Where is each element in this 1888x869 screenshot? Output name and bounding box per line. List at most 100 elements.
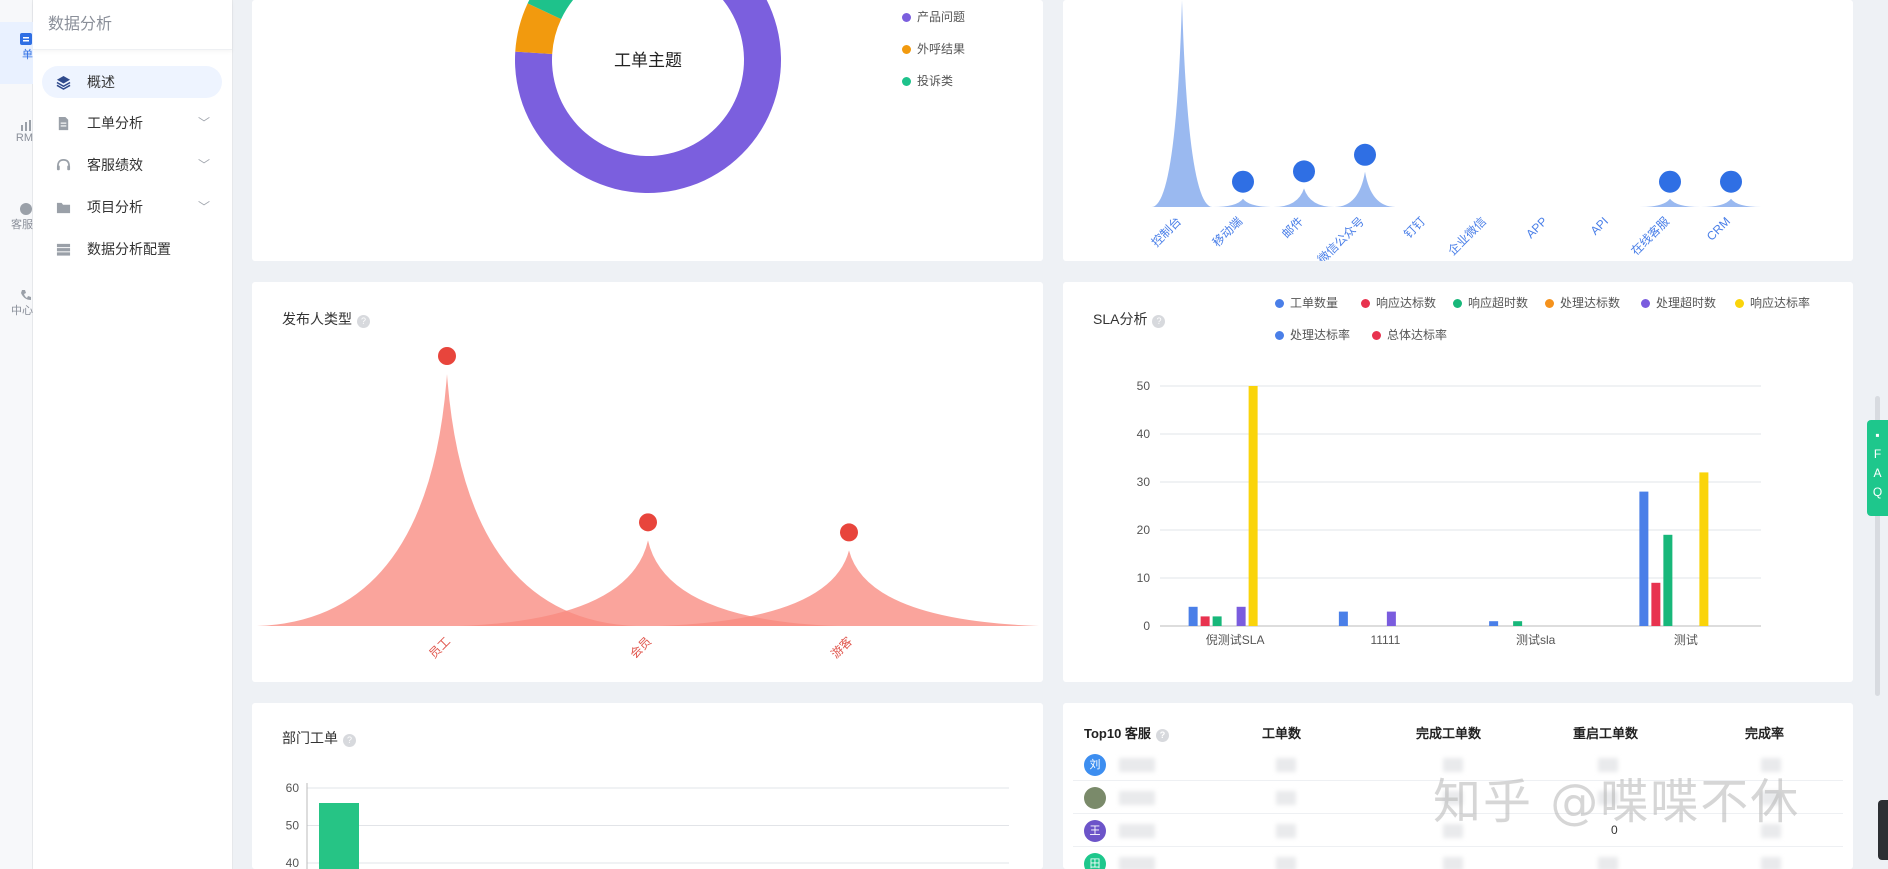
card-title-text: 发布人类型 <box>282 311 352 327</box>
faq-button[interactable]: ▪ F A Q <box>1867 420 1888 516</box>
legend-item[interactable]: 总体达标率 <box>1372 326 1447 343</box>
blurred-value <box>1761 791 1781 805</box>
channel-marker[interactable] <box>1354 143 1376 166</box>
y-tick-label: 40 <box>1137 427 1151 441</box>
rail-item-chat[interactable]: 客服 <box>0 202 33 252</box>
sla-bar[interactable] <box>1200 616 1210 626</box>
help-icon[interactable]: ? <box>1152 315 1166 328</box>
sla-bar[interactable] <box>1663 534 1673 626</box>
column-header-agent: Top10 客服? <box>1084 723 1169 742</box>
blurred-value <box>1443 758 1463 772</box>
x-tick-label: 测试 <box>1674 632 1698 647</box>
legend-item[interactable]: 产品问题 <box>902 8 965 25</box>
table-row[interactable]: 刘 <box>1073 748 1843 781</box>
sidebar-item-overview[interactable]: 概述 <box>42 66 222 98</box>
sidebar-item-ticket-analysis[interactable]: 工单分析 ﹀ <box>42 107 222 139</box>
sla-bar[interactable] <box>1212 616 1222 626</box>
ticket-icon <box>20 33 32 45</box>
topic-donut-chart: 工单主题 <box>515 0 781 193</box>
sla-bar[interactable] <box>1699 472 1709 626</box>
legend-item[interactable]: 处理达标数 <box>1545 294 1620 311</box>
legend-label: 响应达标数 <box>1376 296 1437 310</box>
side-widget[interactable] <box>1878 800 1888 860</box>
sla-bar[interactable] <box>1513 621 1523 626</box>
blurred-name <box>1119 791 1155 805</box>
column-header-completed[interactable]: 完成工单数 <box>1416 726 1482 741</box>
legend-item[interactable]: 投诉类 <box>902 72 953 89</box>
legend-item[interactable]: 处理达标率 <box>1275 326 1350 343</box>
column-header-completion-rate[interactable]: 完成率 <box>1745 726 1785 741</box>
help-icon[interactable]: ? <box>343 734 356 747</box>
channel-axis-label: 微信公众号 <box>1315 214 1367 261</box>
legend-item[interactable]: 响应达标数 <box>1361 294 1436 311</box>
channel-axis-label: 在线客服 <box>1628 214 1673 259</box>
publisher-marker-icon[interactable] <box>438 347 456 365</box>
sidebar-item-label: 概述 <box>87 74 115 90</box>
help-icon[interactable]: ? <box>357 315 370 328</box>
publisher-peak-1[interactable] <box>458 540 838 626</box>
sla-bar[interactable] <box>1248 386 1258 626</box>
sidebar: 数据分析 概述 工单分析 ﹀ 客服绩效 ﹀ 项目分析 ﹀ 数据分析配置 <box>33 0 233 869</box>
scrollbar[interactable] <box>1875 396 1880 696</box>
sla-bar[interactable] <box>1236 606 1246 626</box>
publisher-area-chart: 员工 会员 游客 <box>257 347 1039 661</box>
rail-item-crm[interactable]: RM <box>0 118 33 168</box>
column-header-tickets[interactable]: 工单数 <box>1262 726 1302 741</box>
chat-bubble-icon: ▪ <box>1875 428 1880 442</box>
blurred-value <box>1761 824 1781 838</box>
legend-dot <box>1372 331 1381 340</box>
table-row[interactable]: 王 0 <box>1073 814 1843 847</box>
publisher-marker-icon[interactable] <box>840 523 858 542</box>
channel-marker[interactable] <box>1293 160 1315 183</box>
donut-slice-1[interactable] <box>515 3 562 54</box>
help-icon[interactable]: ? <box>1155 729 1169 742</box>
sidebar-item-analysis-config[interactable]: 数据分析配置 <box>42 233 222 265</box>
legend-item[interactable]: 处理超时数 <box>1641 294 1716 311</box>
channel-area-chart: 控制台 移动端 邮件 微信公众号 钉钉 企业微信 APP API 在线客服 CRM <box>1122 0 1791 261</box>
publisher-peak-0[interactable] <box>257 374 637 626</box>
blurred-value <box>1276 824 1296 838</box>
legend-item[interactable]: 响应达标率 <box>1735 294 1810 311</box>
sla-bar[interactable] <box>1489 621 1499 626</box>
legend-dot <box>1361 299 1370 308</box>
sla-bar[interactable] <box>1639 491 1649 626</box>
legend-item[interactable]: 工单数量 <box>1275 294 1338 311</box>
department-bar[interactable] <box>319 803 359 869</box>
legend-item[interactable]: 响应超时数 <box>1453 294 1528 311</box>
legend-dot <box>902 45 911 54</box>
card-title: 部门工单? <box>282 728 356 748</box>
donut-slice-0[interactable] <box>515 0 781 193</box>
legend-item[interactable]: 外呼结果 <box>902 40 965 57</box>
chevron-down-icon: ﹀ <box>197 116 210 130</box>
card-title-text: SLA分析 <box>1093 311 1148 327</box>
legend-label: 总体达标率 <box>1387 328 1448 342</box>
y-tick-label: 60 <box>286 781 300 795</box>
sidebar-item-agent-performance[interactable]: 客服绩效 ﹀ <box>42 149 222 181</box>
donut-slice-2[interactable] <box>527 0 583 20</box>
sidebar-item-label: 数据分析配置 <box>87 241 171 257</box>
sidebar-title: 数据分析 <box>33 0 232 50</box>
sla-bar[interactable] <box>1338 611 1348 626</box>
sidebar-item-label: 项目分析 <box>87 199 143 215</box>
sla-bar[interactable] <box>1651 582 1661 626</box>
column-header-restarted[interactable]: 重启工单数 <box>1573 726 1639 741</box>
y-tick-label: 0 <box>1143 619 1150 633</box>
sla-bar[interactable] <box>1188 606 1198 626</box>
channel-axis-label: 控制台 <box>1148 214 1184 250</box>
sla-bar[interactable] <box>1386 611 1396 626</box>
channel-marker[interactable] <box>1232 170 1254 193</box>
rail-item-call-center[interactable]: 中心 <box>0 288 33 338</box>
publisher-peak-2[interactable] <box>659 550 1039 626</box>
table-row[interactable] <box>1073 781 1843 814</box>
channel-marker[interactable] <box>1659 170 1681 193</box>
channel-area-series[interactable] <box>1122 0 1791 207</box>
rail-item-ticket[interactable]: 单 <box>0 22 33 84</box>
sidebar-item-project-analysis[interactable]: 项目分析 ﹀ <box>42 191 222 223</box>
blurred-name <box>1119 758 1155 772</box>
chat-icon <box>20 203 32 215</box>
channel-marker[interactable] <box>1720 170 1742 193</box>
channel-axis-label: CRM <box>1704 214 1733 243</box>
publisher-marker-icon[interactable] <box>639 513 657 532</box>
legend-dot <box>902 13 911 22</box>
table-row[interactable]: 田 <box>1073 847 1843 869</box>
